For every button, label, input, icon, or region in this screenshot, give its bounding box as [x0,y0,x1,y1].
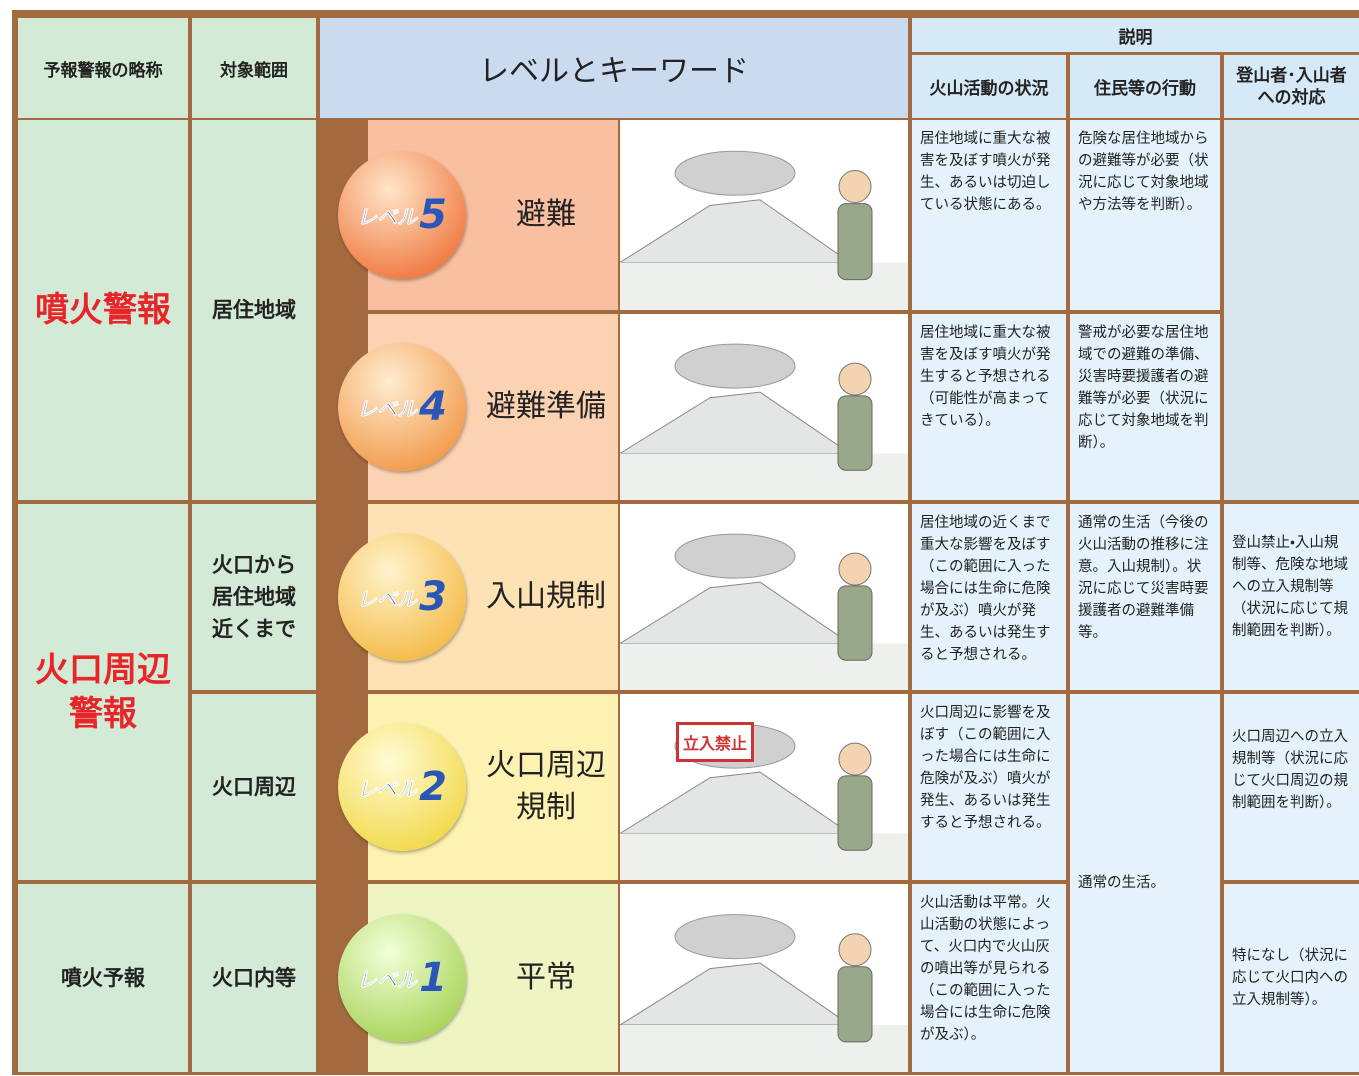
illustration [618,694,908,880]
warning-cell: 噴火予報 [18,884,188,1072]
illustration [618,314,908,500]
header-resident: 住民等の行動 [1070,55,1220,118]
level-number: 4 [419,384,447,430]
climber-response: 火口周辺への立入規制等（状況に応じて火口周辺の規制範囲を判断）。 [1224,694,1359,880]
resident-action: 警戒が必要な居住地域での避難の準備、災害時要援護者の避難等が必要（状況に応じて対… [1070,314,1220,500]
level-number: 3 [419,574,447,620]
target-cell: 居住地域 [192,120,316,500]
level-number: 1 [419,955,447,1001]
volcano-status: 火口周辺に影響を及ぼす（この範囲に入った場合には生命に危険が及ぶ）噴火が発生、あ… [912,694,1066,880]
person-head [838,552,872,586]
target: 火口から居住地域近くまで [212,553,296,641]
warning-cell: 噴火警報 [18,120,188,500]
resident-action: 通常の生活（今後の火山活動の推移に注意。入山規制）。状況に応じて災害時要援護者の… [1070,504,1220,690]
level-number: 5 [419,192,447,238]
climber-response: 特になし（状況に応じて火口内への立入規制等）。 [1224,884,1359,1072]
level-badge-text: レベル [357,204,418,229]
mountain [618,199,852,263]
mountain [618,391,852,454]
level-badge-text: レベル [357,967,418,992]
resident-action: 通常の生活。 [1070,694,1220,1072]
person-head [838,933,872,967]
mountain [618,581,852,644]
mountain [618,962,852,1026]
person-head [838,362,872,396]
level-number: 2 [419,764,447,810]
person-body [837,203,873,281]
header-climber: 登山者･入山者への対応 [1224,55,1359,118]
level-keyword: 避難準備 [486,389,606,424]
volcano-status: 居住地域に重大な被害を及ぼす噴火が発生、あるいは切迫している状態にある。 [912,120,1066,310]
person-body [837,585,873,661]
warning: 噴火警報 [35,290,171,330]
level-keyword: 平常 [516,960,576,995]
mountain [618,771,852,834]
header-abbreviation: 予報警報の略称 [18,18,188,118]
level-badge-text: レベル [357,396,418,421]
header-status: 火山活動の状況 [912,55,1066,118]
level-keyword: 避難 [516,197,576,232]
level-badge-text: レベル [357,586,418,611]
target-cell: 火口内等 [192,884,316,1072]
illustration-art [618,914,908,1072]
climber-response: 登山禁止・入山規制等、危険な地域への立入規制等（状況に応じて規制範囲を判断）。 [1224,504,1359,690]
person-body [837,775,873,851]
illustration-art [618,150,908,310]
climber-empty [1224,120,1359,500]
level-badge: レベル 3 [338,533,466,661]
smoke [674,914,796,960]
smoke [674,343,796,389]
target: 居住地域 [212,298,296,322]
warning: 火口周辺警報 [35,650,171,734]
smoke [674,533,796,579]
person-head [838,742,872,776]
header-target: 対象範囲 [192,18,316,118]
illustration [618,504,908,690]
level-keyword: 入山規制 [486,579,606,614]
illustration-art [618,533,908,690]
header-explanation: 説明 [912,18,1359,52]
person-body [837,395,873,471]
illustration-art [618,343,908,500]
level-badge: レベル 4 [338,343,466,471]
level-keyword: 火口周辺規制 [486,748,606,825]
target: 火口周辺 [212,775,296,799]
resident-action: 危険な居住地域からの避難等が必要（状況に応じて対象地域や方法等を判断）。 [1070,120,1220,310]
level-badge: レベル 5 [338,151,466,279]
target-cell: 火口から居住地域近くまで [192,504,316,690]
warning-cell: 火口周辺警報 [18,504,188,880]
illustration [618,884,908,1072]
level-badge: レベル 1 [338,914,466,1042]
level-badge: レベル 2 [338,723,466,851]
person-head [838,170,872,203]
warning: 噴火予報 [61,966,145,990]
smoke [674,150,796,196]
volcano-status: 居住地域に重大な被害を及ぼす噴火が発生すると予想される（可能性が高まってきている… [912,314,1066,500]
level-badge-text: レベル [357,776,418,801]
header-level-keyword: レベルとキーワード [320,18,908,118]
target: 火口内等 [212,966,296,990]
sign: 立入禁止 [676,722,754,762]
person-body [837,966,873,1043]
volcano-status: 居住地域の近くまで重大な影響を及ぼす（この範囲に入った場合には生命に危険が及ぶ）… [912,504,1066,690]
target-cell: 火口周辺 [192,694,316,880]
volcano-status: 火山活動は平常。火山活動の状態によって、火口内で火山灰の噴出等が見られる（この範… [912,884,1066,1072]
illustration-art [618,723,908,880]
illustration [618,120,908,310]
